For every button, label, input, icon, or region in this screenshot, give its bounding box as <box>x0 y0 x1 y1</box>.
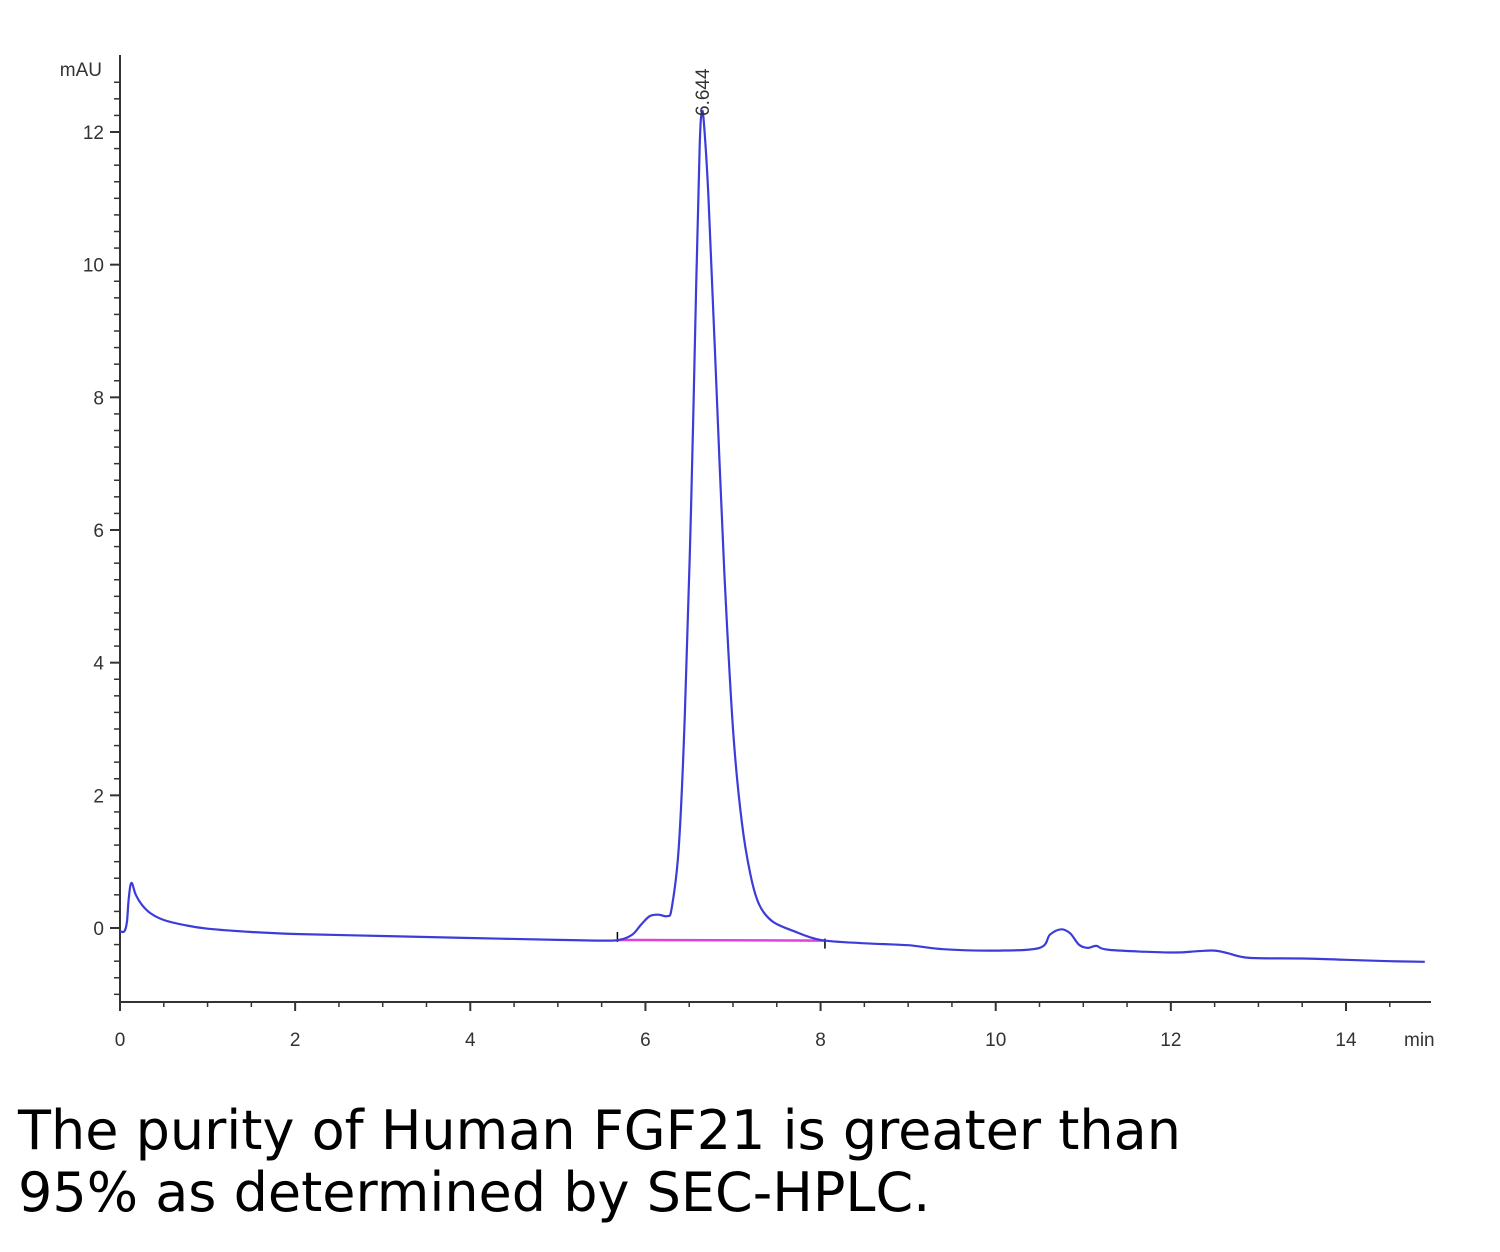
trace-layer <box>119 109 1425 963</box>
y-tick-label: 0 <box>93 919 104 940</box>
x-tick-label: 2 <box>290 1030 301 1051</box>
y-tick-label: 6 <box>93 521 104 542</box>
chromatogram-trace <box>119 109 1425 963</box>
x-axis-unit-label: min <box>1404 1030 1435 1051</box>
annotation-layer: 6.644 <box>693 68 714 116</box>
caption-line-2: 95% as determined by SEC-HPLC. <box>18 1161 931 1224</box>
axes: mAU min <box>60 55 1435 1051</box>
integration-baseline-layer <box>616 931 826 949</box>
y-axis-unit-label: mAU <box>60 60 102 81</box>
x-tick-label: 10 <box>985 1030 1006 1051</box>
x-tick-label: 6 <box>640 1030 651 1051</box>
x-tick-label: 8 <box>815 1030 826 1051</box>
x-tick-label: 0 <box>115 1030 126 1051</box>
y-tick-label: 2 <box>93 786 104 807</box>
x-tick-label: 4 <box>465 1030 476 1051</box>
y-tick-label: 8 <box>93 388 104 409</box>
y-tick-label: 4 <box>93 654 104 675</box>
x-tick-label: 12 <box>1160 1030 1181 1051</box>
caption-line-1: The purity of Human FGF21 is greater tha… <box>18 1099 1181 1162</box>
y-tick-label: 12 <box>83 123 104 144</box>
integration-baseline <box>617 938 825 942</box>
x-tick-label: 14 <box>1335 1030 1357 1051</box>
y-tick-label: 10 <box>83 256 104 277</box>
tick-marks: 0 2 4 6 8 10 12 14 0 2 4 6 8 10 12 <box>83 81 1391 1051</box>
figure-caption: The purity of Human FGF21 is greater tha… <box>18 1100 1478 1224</box>
chromatogram-chart: mAU min 0 2 4 6 8 10 12 14 0 2 4 6 8 10 12 6.644 <box>60 55 1435 1051</box>
peak-retention-time-label: 6.644 <box>693 68 714 116</box>
